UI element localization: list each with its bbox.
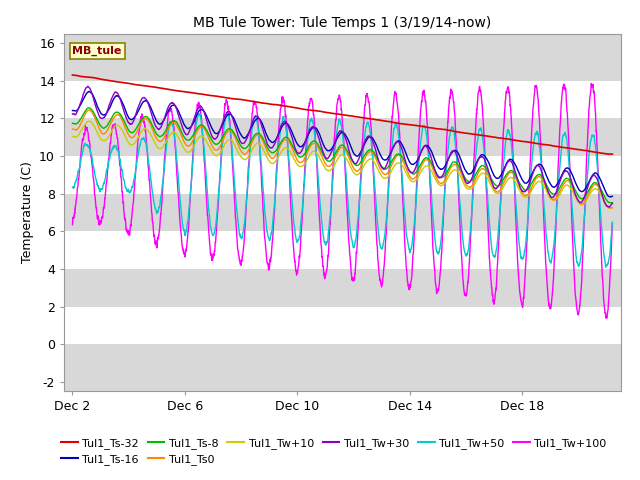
Bar — [64, 231, 621, 269]
Y-axis label: Temperature (C): Temperature (C) — [20, 161, 33, 264]
Bar — [64, 307, 621, 344]
Bar — [64, 156, 621, 193]
Bar — [64, 81, 621, 118]
Legend: Tul1_Ts-32, Tul1_Ts-16, Tul1_Ts-8, Tul1_Ts0, Tul1_Tw+10, Tul1_Tw+30, Tul1_Tw+50,: Tul1_Ts-32, Tul1_Ts-16, Tul1_Ts-8, Tul1_… — [57, 433, 611, 469]
Text: MB_tule: MB_tule — [72, 46, 122, 56]
Title: MB Tule Tower: Tule Temps 1 (3/19/14-now): MB Tule Tower: Tule Temps 1 (3/19/14-now… — [193, 16, 492, 30]
